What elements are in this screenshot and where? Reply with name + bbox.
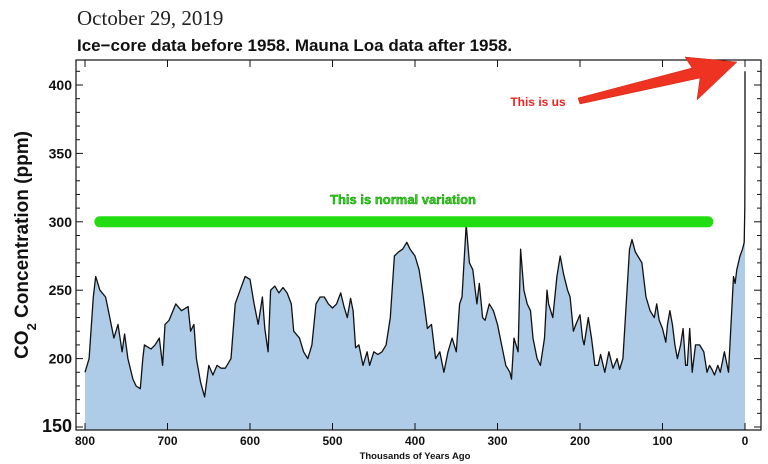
y-axis-label: CO2 Concentration (ppm) (12, 131, 39, 359)
co2-line (84, 71, 746, 398)
x-tick-label: 200 (570, 434, 590, 448)
x-tick-label: 300 (487, 434, 507, 448)
plot-frame (75, 59, 762, 431)
x-tick-label: 500 (322, 434, 342, 448)
y-tick-label: 250 (49, 282, 73, 298)
x-tick-label: 800 (75, 434, 95, 448)
red-arrow-icon (577, 56, 738, 105)
normal-variation-label: This is normal variation (330, 192, 476, 207)
y-tick-label: 150 (42, 416, 72, 436)
y-tick-label: 400 (49, 77, 73, 93)
this-is-us-label: This is us (510, 95, 566, 109)
co2-area-fill (85, 71, 745, 431)
y-tick-label: 200 (49, 351, 73, 367)
x-axis-label: Thousands of Years Ago (360, 451, 471, 462)
x-tick-label: 400 (405, 434, 425, 448)
y-tick-label: 350 (49, 145, 73, 161)
chart-title: Ice−core data before 1958. Mauna Loa dat… (77, 36, 513, 55)
x-tick-label: 0 (742, 434, 749, 448)
x-tick-label: 100 (652, 434, 672, 448)
y-tick-label: 300 (49, 214, 73, 230)
x-tick-label: 700 (157, 434, 177, 448)
x-tick-label: 600 (240, 434, 260, 448)
date-heading: October 29, 2019 (77, 6, 224, 30)
